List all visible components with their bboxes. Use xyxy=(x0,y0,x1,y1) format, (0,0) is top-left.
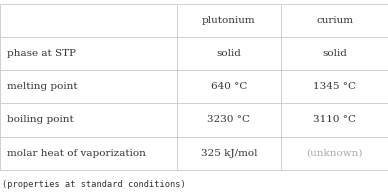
Text: curium: curium xyxy=(316,16,353,25)
Text: boiling point: boiling point xyxy=(7,115,74,124)
Text: melting point: melting point xyxy=(7,82,78,91)
Text: 3110 °C: 3110 °C xyxy=(313,115,356,124)
Text: 1345 °C: 1345 °C xyxy=(313,82,356,91)
Text: 325 kJ/mol: 325 kJ/mol xyxy=(201,149,257,158)
Text: solid: solid xyxy=(322,49,347,58)
Text: (unknown): (unknown) xyxy=(307,149,363,158)
Text: 3230 °C: 3230 °C xyxy=(208,115,250,124)
Text: phase at STP: phase at STP xyxy=(7,49,76,58)
Text: solid: solid xyxy=(217,49,241,58)
Text: 640 °C: 640 °C xyxy=(211,82,247,91)
Text: (properties at standard conditions): (properties at standard conditions) xyxy=(2,180,186,189)
Text: plutonium: plutonium xyxy=(202,16,256,25)
Text: molar heat of vaporization: molar heat of vaporization xyxy=(7,149,146,158)
